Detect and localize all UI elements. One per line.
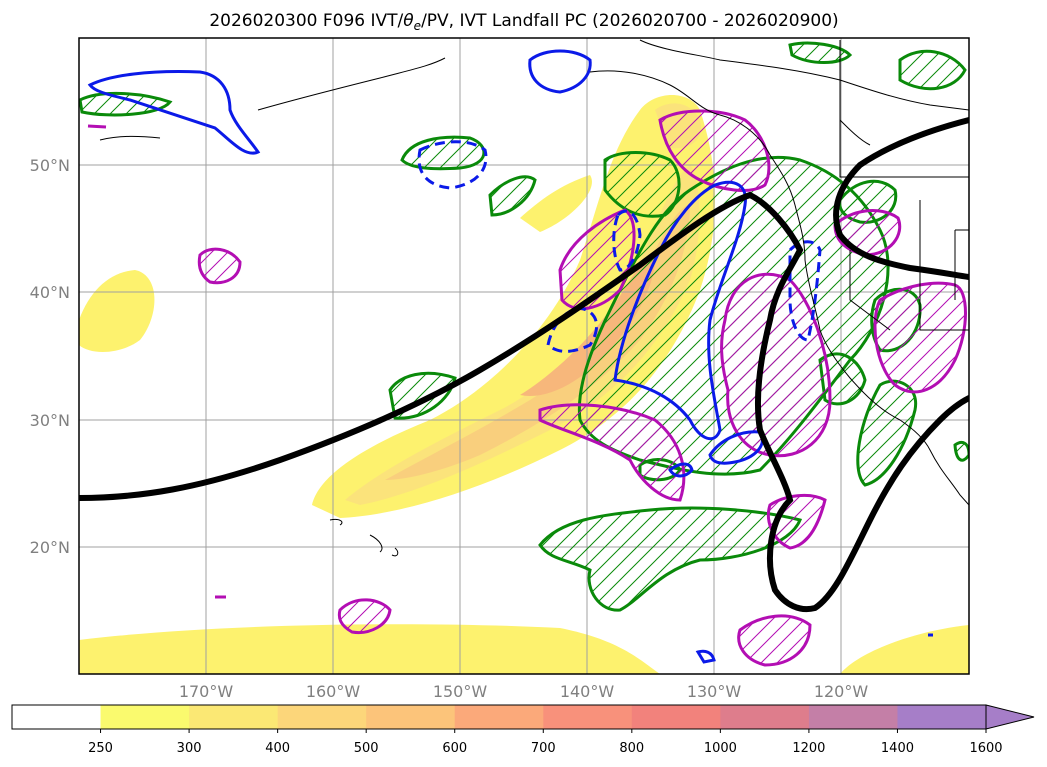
lat-label: 30°N xyxy=(30,411,70,430)
pv-magenta-contours xyxy=(87,109,967,667)
colorbar-tick-label: 1200 xyxy=(792,741,825,756)
colorbar-tick-label: 300 xyxy=(177,741,202,756)
political-borders xyxy=(839,40,969,331)
colorbar-tick-label: 700 xyxy=(531,741,556,756)
lon-label: 140°W xyxy=(560,682,615,701)
colorbar-swatch xyxy=(100,705,190,729)
colorbar-swatch xyxy=(189,705,279,729)
ivt-landfall-pc-contour xyxy=(79,117,969,612)
colorbar-swatch xyxy=(631,705,721,729)
colorbar-swatch xyxy=(12,705,102,729)
map-frame xyxy=(78,37,970,675)
colorbar-tick-label: 1600 xyxy=(969,741,1002,756)
colorbar-swatch xyxy=(277,705,367,729)
pv-blue-dashed-contours xyxy=(417,140,822,353)
colorbar-swatch xyxy=(543,705,633,729)
colorbar-tick-label: 1000 xyxy=(704,741,737,756)
colorbar-swatch xyxy=(366,705,456,729)
latitude-labels: 50°N 40°N 30°N 20°N xyxy=(30,156,70,557)
colorbar-swatch xyxy=(720,705,810,729)
colorbar-swatch xyxy=(454,705,544,729)
colorbar: 250 300 400 500 600 700 800 1000 1200 1400 1600 xyxy=(11,704,1035,756)
lat-label: 20°N xyxy=(30,538,70,557)
colorbar-swatches xyxy=(12,705,987,729)
colorbar-swatch xyxy=(808,705,898,729)
lon-label: 150°W xyxy=(433,682,488,701)
lon-label: 130°W xyxy=(687,682,742,701)
lat-label: 40°N xyxy=(30,283,70,302)
lon-label: 120°W xyxy=(814,682,869,701)
colorbar-tick-label: 500 xyxy=(354,741,379,756)
lat-label: 50°N xyxy=(30,156,70,175)
coastlines xyxy=(99,39,969,557)
map-content xyxy=(79,38,969,674)
lon-label: 170°W xyxy=(179,682,234,701)
colorbar-tick-label: 800 xyxy=(619,741,644,756)
colorbar-tick-label: 1400 xyxy=(881,741,914,756)
colorbar-ticks: 250 300 400 500 600 700 800 1000 1200 1400 1600 xyxy=(88,729,1003,756)
lon-label: 160°W xyxy=(306,682,361,701)
colorbar-tick-label: 250 xyxy=(88,741,113,756)
longitude-labels: 170°W 160°W 150°W 140°W 130°W 120°W xyxy=(179,682,869,701)
colorbar-tick-label: 600 xyxy=(442,741,467,756)
figure-title: 2026020300 F096 IVT/θe/PV, IVT Landfall … xyxy=(209,11,838,33)
colorbar-frame xyxy=(11,704,987,730)
colorbar-extend-arrow xyxy=(985,704,1035,730)
colorbar-swatch xyxy=(897,705,987,729)
colorbar-tick-label: 400 xyxy=(265,741,290,756)
